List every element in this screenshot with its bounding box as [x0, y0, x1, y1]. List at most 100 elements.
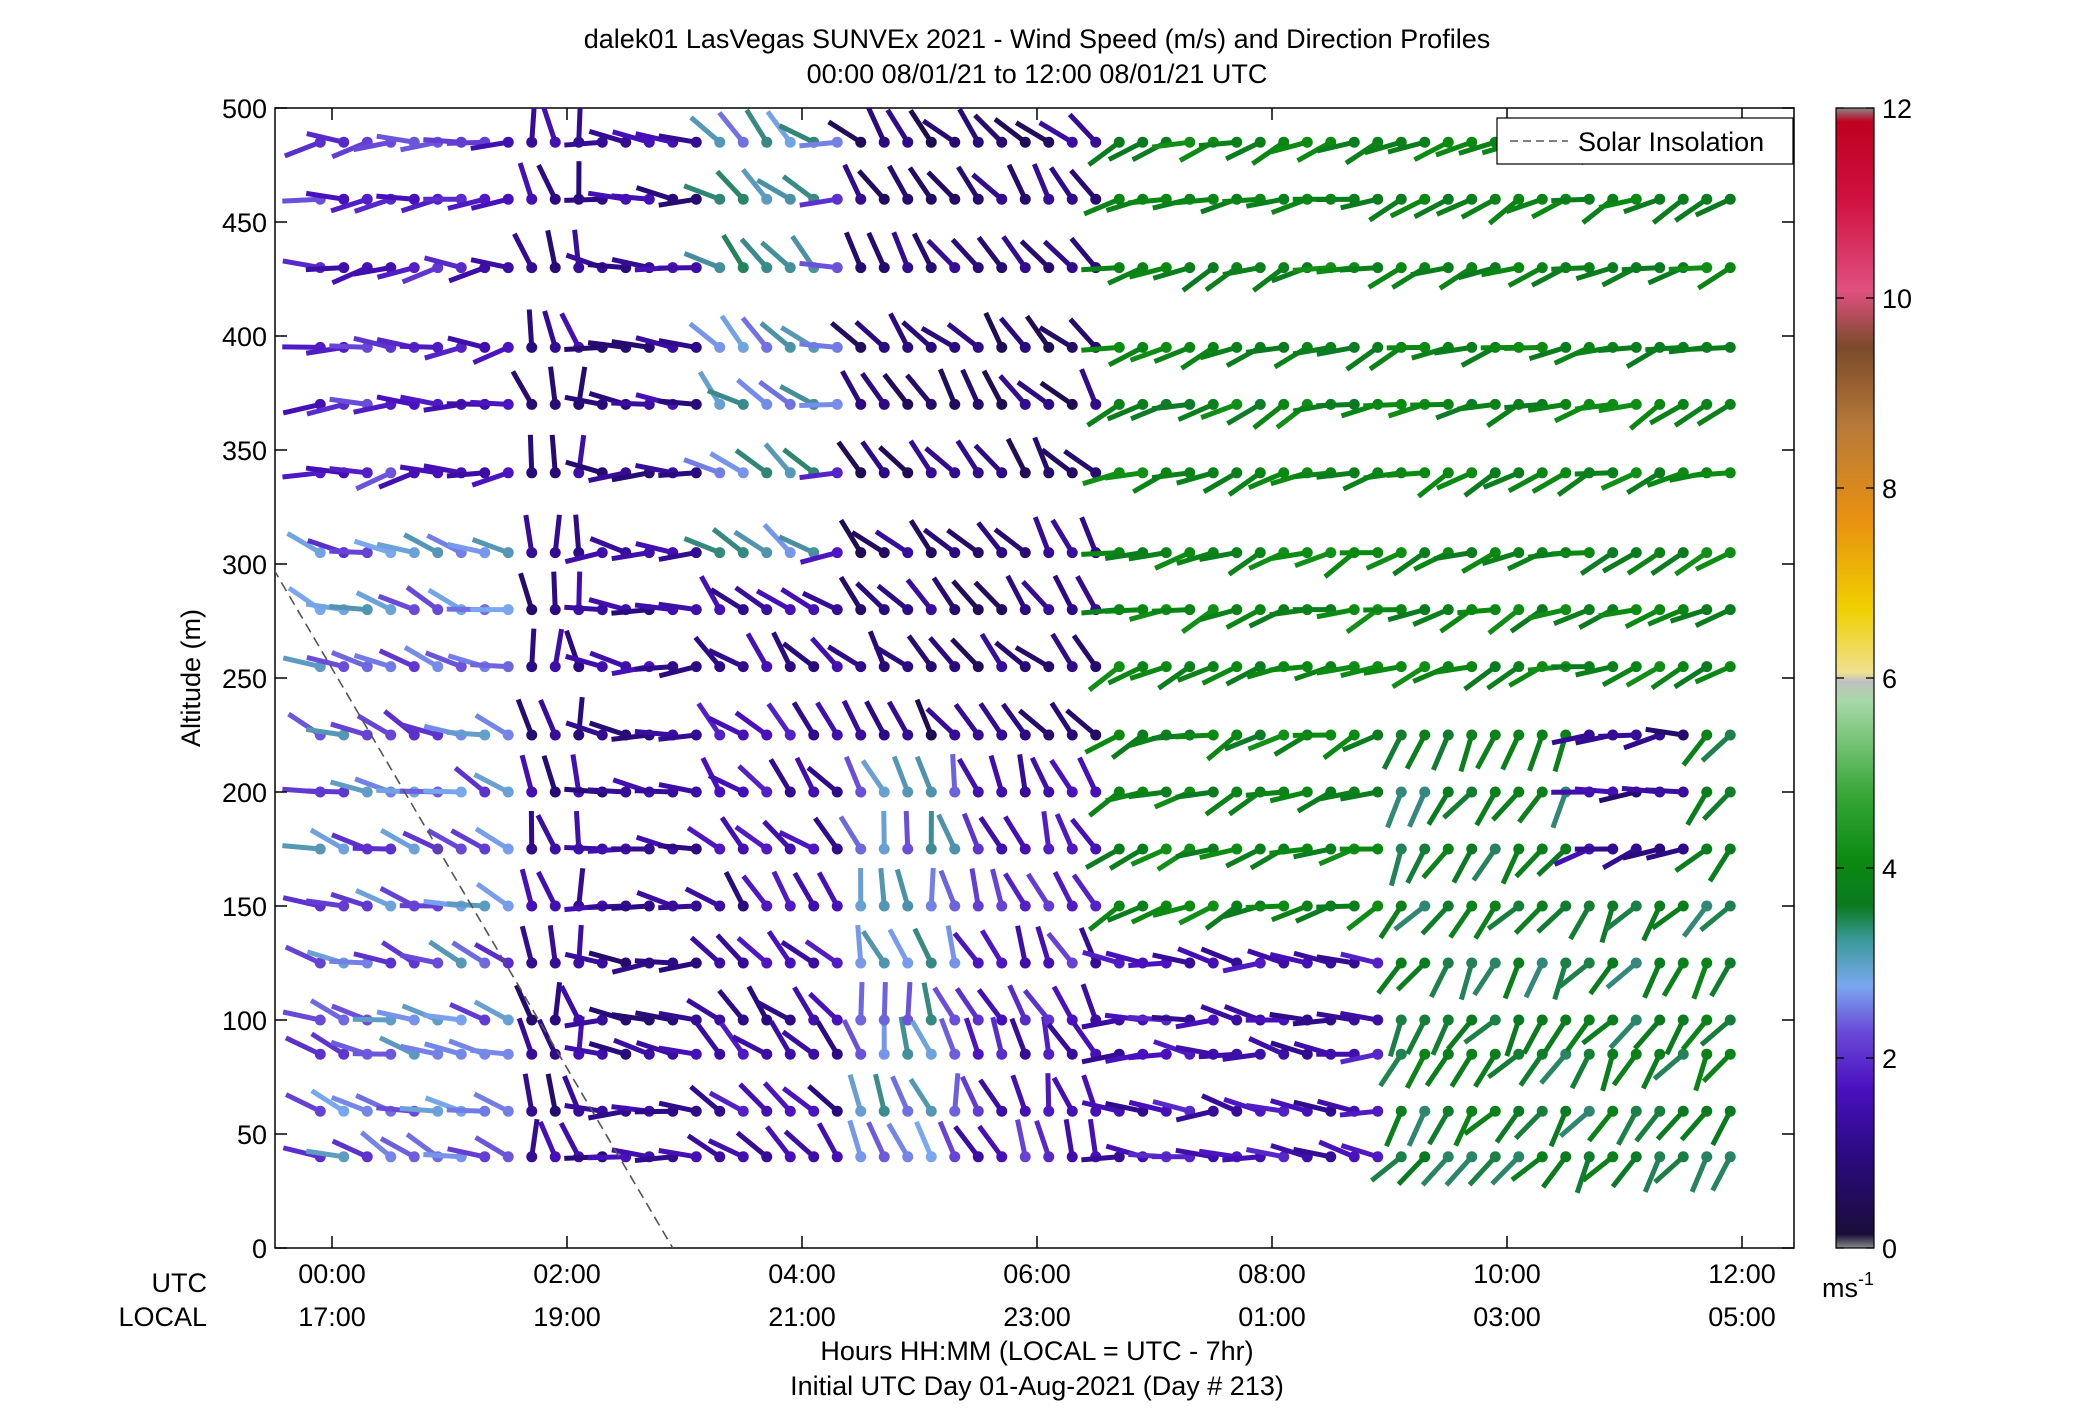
- wind-barb-staff: [331, 1138, 369, 1160]
- wind-barb-staff: [1569, 1053, 1592, 1090]
- wind-barb-staff: [1316, 470, 1355, 480]
- wind-barb-staff: [901, 320, 933, 350]
- wind-barb-dot: [596, 136, 608, 148]
- wind-barb-staff: [1507, 470, 1544, 494]
- wind-barb-dot: [1654, 900, 1666, 912]
- wind-barb-dot: [1442, 1014, 1454, 1026]
- wind-barb: [741, 874, 773, 912]
- wind-barb-staff: [1531, 470, 1567, 494]
- wind-barb-dot: [502, 193, 514, 205]
- wind-barb-staff: [838, 815, 863, 851]
- wind-barb: [855, 981, 867, 1026]
- wind-barb-staff: [1040, 447, 1074, 475]
- wind-barb-dot: [1231, 341, 1243, 353]
- wind-barb-staff: [736, 936, 769, 965]
- wind-barb-staff: [708, 1090, 745, 1114]
- wind-barb-staff: [717, 989, 746, 1022]
- wind-barb: [843, 231, 867, 274]
- wind-barb: [1128, 786, 1172, 800]
- wind-barb: [1017, 754, 1031, 798]
- wind-barb-dot: [1348, 467, 1360, 479]
- wind-barb-staff: [376, 394, 415, 407]
- wind-barb-staff: [783, 1129, 816, 1159]
- wind-barb: [1069, 168, 1102, 205]
- wind-barb: [1598, 193, 1642, 210]
- wind-barb-dot: [1043, 661, 1055, 673]
- wind-barb-staff: [284, 1035, 322, 1057]
- wind-barb: [565, 720, 608, 741]
- wind-barb-staff: [1181, 265, 1215, 293]
- wind-barb-staff: [588, 950, 627, 966]
- wind-barb-staff: [781, 1086, 816, 1114]
- wind-barb: [517, 162, 538, 205]
- wind-barb-dot: [526, 467, 538, 479]
- wind-barb-staff: [1128, 960, 1167, 969]
- wind-barb-staff: [1079, 516, 1099, 554]
- wind-barb-dot: [737, 262, 749, 274]
- wind-barb-dot: [502, 262, 514, 274]
- wind-barb-staff: [330, 196, 369, 214]
- wind-barb-staff: [634, 1108, 673, 1115]
- wind-barb-dot: [855, 467, 867, 479]
- wind-barb-staff: [945, 925, 958, 964]
- wind-barb-dot: [1090, 467, 1102, 479]
- wind-barb-dot: [737, 900, 749, 912]
- wind-barb-dot: [526, 843, 538, 855]
- wind-barb-dot: [1607, 1151, 1619, 1163]
- wind-barb-dot: [1724, 1048, 1736, 1060]
- wind-barb: [1413, 136, 1454, 162]
- wind-barb: [1707, 843, 1736, 883]
- wind-barb-dot: [1419, 661, 1431, 673]
- wind-barb-dot: [1583, 547, 1595, 559]
- wind-barb-dot: [1207, 193, 1219, 205]
- wind-barb-dot: [479, 547, 491, 559]
- wind-barb-staff: [1431, 734, 1451, 771]
- wind-barb-dot: [502, 604, 514, 616]
- wind-barb-dot: [1419, 957, 1431, 969]
- wind-barb-staff: [922, 527, 957, 555]
- wind-barb-staff: [876, 583, 910, 612]
- wind-barb-dot: [573, 729, 585, 741]
- wind-barb: [1176, 467, 1219, 486]
- wind-barb-dot: [925, 1105, 937, 1117]
- wind-barb-dot: [502, 398, 514, 410]
- wind-barb-staff: [1252, 402, 1286, 430]
- wind-barb: [1199, 843, 1243, 861]
- wind-barb-staff: [658, 903, 697, 911]
- wind-barb-dot: [479, 786, 491, 798]
- wind-barb: [1152, 262, 1196, 281]
- wind-barb: [1551, 547, 1595, 559]
- wind-barb: [1222, 1048, 1266, 1062]
- wind-barb: [998, 316, 1031, 353]
- wind-barb-staff: [1292, 265, 1331, 273]
- wind-barb: [1710, 1105, 1736, 1147]
- wind-barb-dot: [620, 1048, 632, 1060]
- wind-barb-staff: [576, 867, 586, 907]
- wind-barb: [470, 398, 514, 410]
- wind-barb-staff: [815, 1020, 840, 1056]
- wind-barb-staff: [1457, 607, 1496, 616]
- legend-label: Solar Insolation: [1578, 127, 1764, 157]
- wind-barb: [1574, 843, 1619, 855]
- wind-barb: [924, 446, 961, 479]
- wind-barb-staff: [658, 601, 697, 613]
- wind-barb: [1222, 262, 1266, 278]
- wind-barb: [526, 628, 538, 673]
- wind-barb: [378, 648, 420, 673]
- wind-barb-dot: [1583, 1151, 1595, 1163]
- wind-barb-staff: [1293, 950, 1332, 966]
- wind-barb-dot: [1654, 957, 1666, 969]
- wind-barb: [1245, 193, 1290, 209]
- wind-barb-staff: [1641, 904, 1663, 942]
- wind-barb: [1247, 729, 1290, 752]
- wind-barb: [356, 713, 397, 741]
- wind-barb-dot: [643, 843, 655, 855]
- wind-barb: [1601, 547, 1642, 574]
- wind-barb-dot: [1419, 729, 1431, 741]
- wind-barb-staff: [914, 698, 934, 736]
- wind-barb-staff: [1031, 163, 1052, 201]
- wind-barb: [762, 522, 796, 559]
- wind-barb: [902, 810, 914, 855]
- wind-barb-staff: [841, 699, 863, 737]
- wind-barb-staff: [1527, 401, 1567, 413]
